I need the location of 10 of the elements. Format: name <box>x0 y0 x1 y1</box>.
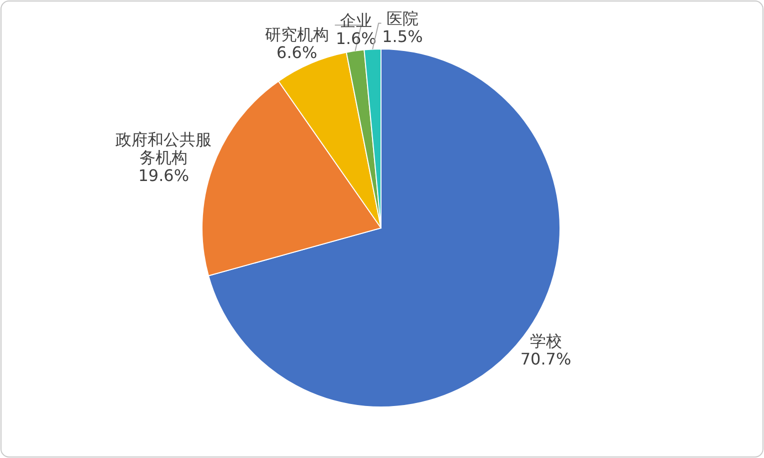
data-label: 1.5% <box>382 27 423 46</box>
data-label: 1.6% <box>336 29 376 48</box>
slice-label: 医院 <box>386 9 418 28</box>
data-label: 70.7% <box>520 350 572 369</box>
slice-label: 政府和公共服务机构 <box>116 130 212 167</box>
data-label: 19.6% <box>138 166 190 185</box>
slice-label: 企业 <box>340 11 372 30</box>
slice-label: 研究机构 <box>264 25 329 44</box>
data-label: 6.6% <box>276 43 318 62</box>
slice-label: 学校 <box>530 332 562 351</box>
